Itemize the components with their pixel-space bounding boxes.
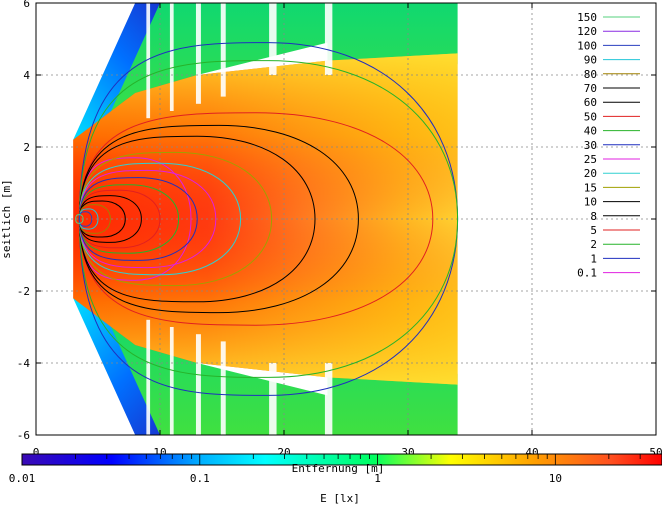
y-tick-label-4: 2 [23,141,30,154]
isoline-60 [78,195,142,243]
isoline-100 [78,211,93,227]
legend-label-10: 25 [584,153,597,166]
colorbar-tick-label-1: 0.1 [190,472,210,485]
legend-label-18: 0.1 [577,267,597,280]
legend-label-0: 150 [577,11,597,24]
field-gap-top-5 [220,3,226,97]
isoline-70 [78,200,126,238]
legend-label-1: 120 [577,25,597,38]
field-body-shade [73,53,458,385]
colorbar-title: E [lx] [320,492,360,505]
field-gap-bottom-5 [220,341,226,435]
colorbar-tick-label-0: 0.01 [9,472,36,485]
isoline-80 [78,204,111,234]
isoline-150 [75,214,84,224]
y-tick-label-0: -6 [17,429,30,442]
legend-label-4: 80 [584,68,597,81]
isoline-50 [78,189,161,249]
y-axis-ticks: -6 -4 -2 0 2 4 6 [17,0,656,442]
legend-label-17: 1 [590,252,597,265]
colorbar-tick-label-2: 1 [374,472,381,485]
y-tick-label-2: -2 [17,285,30,298]
isoline-15 [78,151,273,287]
field-gap-top-1 [324,3,333,75]
field-gap-bottom-4 [169,327,174,435]
field-gap-top-0 [269,3,277,75]
field-band-top [98,3,458,140]
legend-label-9: 30 [584,139,597,152]
colorbar-ticks [21,454,641,465]
legend-label-7: 50 [584,110,597,123]
y-tick-label-1: -4 [17,357,31,370]
isoline-30 [78,177,198,261]
y-tick-label-5: 4 [23,69,30,82]
legend-label-8: 40 [584,125,597,138]
isoline-40 [78,184,180,254]
y-tick-label-6: 6 [23,0,30,10]
field-gap-top-2 [195,3,201,104]
legend-label-13: 10 [584,196,597,209]
legend-label-2: 100 [577,39,597,52]
field-gap-top-4 [169,3,174,111]
field-gap-bottom-2 [195,334,201,435]
isoline-2 [78,60,459,378]
legend-label-15: 5 [590,224,597,237]
legend-label-5: 70 [584,82,597,95]
field-gap-bottom-1 [324,363,333,435]
x-axis-title: Entfernung [m] [292,462,385,475]
illuminance-field [73,3,458,435]
isoline-20 [78,162,242,276]
field-gap-bottom-0 [269,363,277,435]
y-axis-title: seitlich [m] [0,179,13,258]
legend-label-14: 8 [590,210,597,223]
x-tick-label-0: 0 [33,446,40,459]
isoline-90 [78,208,99,230]
isoline-5 [78,112,434,326]
legend-label-12: 15 [584,181,597,194]
isoline-8 [78,124,359,314]
colorbar-tick-labels: 0.01 0.1 1 10 [9,472,562,485]
legend-label-11: 20 [584,167,597,180]
colorbar-tick-label-3: 10 [549,472,562,485]
legend-label-16: 2 [590,238,597,251]
legend-label-3: 90 [584,54,597,67]
field-band-bottom [98,298,458,435]
isoline-25 [78,169,217,269]
field-gap-top-3 [146,3,151,119]
isoline-0-1 [78,157,192,281]
field-gap-bottom-3 [146,319,151,435]
contour-isolines [75,42,459,396]
isoline-10 [78,135,316,303]
y-tick-label-3: 0 [23,213,30,226]
legend-label-6: 60 [584,96,597,109]
